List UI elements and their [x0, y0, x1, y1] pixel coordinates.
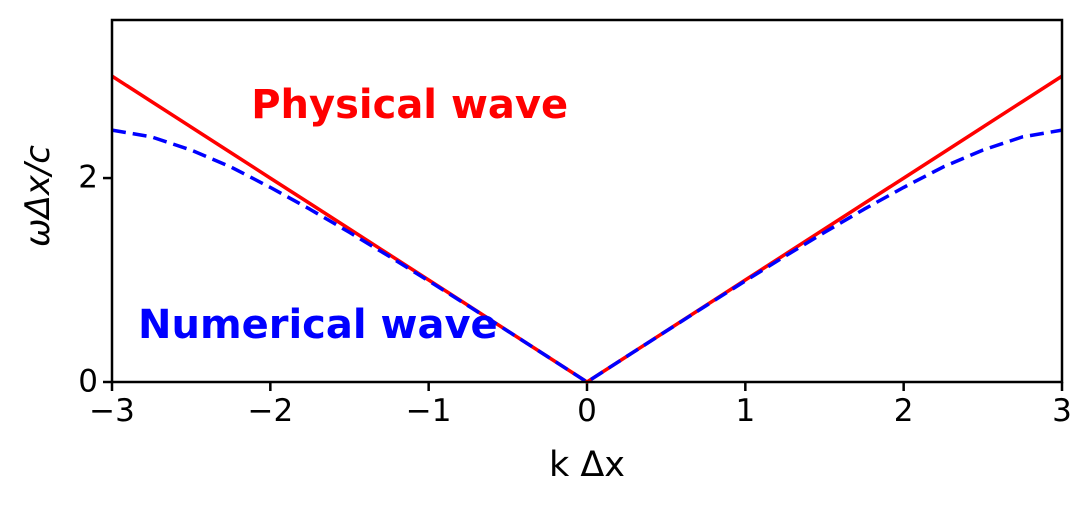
numerical-wave-label: Numerical wave [137, 301, 498, 348]
x-tick-label: 0 [577, 393, 597, 429]
x-tick-label: 1 [735, 393, 756, 429]
x-tick-label: 2 [893, 393, 914, 429]
physical-wave-label: Physical wave [251, 81, 569, 128]
y-tick-label: 2 [78, 159, 98, 196]
x-tick-label: −3 [89, 393, 135, 429]
x-tick-label: −2 [247, 393, 294, 429]
x-tick-label: 3 [1052, 393, 1072, 429]
y-axis-label: ωΔx/c [18, 145, 58, 247]
y-tick-label: 0 [78, 363, 98, 400]
x-tick-label: −1 [405, 393, 452, 429]
x-axis-label: k Δx [548, 445, 626, 485]
numerical-wave-line [111, 128, 1063, 384]
plot-border [110, 18, 1064, 384]
